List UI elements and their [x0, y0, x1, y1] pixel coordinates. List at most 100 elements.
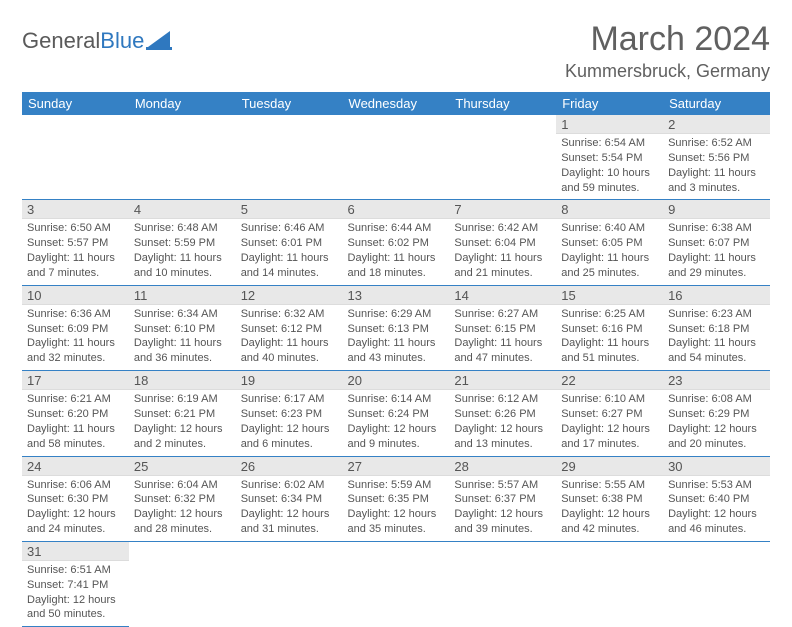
calendar-cell: 10Sunrise: 6:36 AMSunset: 6:09 PMDayligh… — [22, 285, 129, 370]
sunrise-text: Sunrise: 6:10 AM — [561, 392, 658, 407]
sunrise-text: Sunrise: 6:29 AM — [348, 307, 445, 322]
calendar-cell: 15Sunrise: 6:25 AMSunset: 6:16 PMDayligh… — [556, 285, 663, 370]
daylight-text: Daylight: 11 hours and 14 minutes. — [241, 251, 338, 281]
day-number: 6 — [343, 200, 450, 219]
sunrise-text: Sunrise: 6:51 AM — [27, 563, 124, 578]
calendar-cell — [129, 541, 236, 626]
day-number: 19 — [236, 371, 343, 390]
calendar-cell: 26Sunrise: 6:02 AMSunset: 6:34 PMDayligh… — [236, 456, 343, 541]
calendar-cell: 27Sunrise: 5:59 AMSunset: 6:35 PMDayligh… — [343, 456, 450, 541]
day-body: Sunrise: 6:36 AMSunset: 6:09 PMDaylight:… — [22, 305, 129, 370]
weekday-header: Tuesday — [236, 92, 343, 115]
calendar-cell: 3Sunrise: 6:50 AMSunset: 5:57 PMDaylight… — [22, 200, 129, 285]
sunrise-text: Sunrise: 6:46 AM — [241, 221, 338, 236]
day-body: Sunrise: 6:14 AMSunset: 6:24 PMDaylight:… — [343, 390, 450, 455]
sunrise-text: Sunrise: 6:42 AM — [454, 221, 551, 236]
calendar-cell: 24 Sunrise: 6:06 AMSunset: 6:30 PMDayligh… — [22, 456, 129, 541]
day-body: Sunrise: 6:42 AMSunset: 6:04 PMDaylight:… — [449, 219, 556, 284]
calendar-cell — [22, 115, 129, 200]
sunrise-text: Sunrise: 6:21 AM — [27, 392, 124, 407]
sunrise-text: Sunrise: 6:02 AM — [241, 478, 338, 493]
daylight-text: Daylight: 11 hours and 58 minutes. — [27, 422, 124, 452]
sunset-text: Sunset: 6:34 PM — [241, 492, 338, 507]
logo-word2: Blue — [100, 28, 144, 53]
daylight-text: Daylight: 11 hours and 51 minutes. — [561, 336, 658, 366]
day-number: 4 — [129, 200, 236, 219]
calendar-row: 10Sunrise: 6:36 AMSunset: 6:09 PMDayligh… — [22, 285, 770, 370]
calendar-cell — [129, 115, 236, 200]
daylight-text: Daylight: 11 hours and 10 minutes. — [134, 251, 231, 281]
day-body: Sunrise: 6:51 AMSunset: 7:41 PMDaylight:… — [22, 561, 129, 626]
day-body: Sunrise: 6:44 AMSunset: 6:02 PMDaylight:… — [343, 219, 450, 284]
sunset-text: Sunset: 6:23 PM — [241, 407, 338, 422]
calendar-table: SundayMondayTuesdayWednesdayThursdayFrid… — [22, 92, 770, 627]
sunrise-text: Sunrise: 6:38 AM — [668, 221, 765, 236]
sunset-text: Sunset: 6:35 PM — [348, 492, 445, 507]
weekday-header: Wednesday — [343, 92, 450, 115]
sunset-text: Sunset: 5:56 PM — [668, 151, 765, 166]
daylight-text: Daylight: 12 hours and 35 minutes. — [348, 507, 445, 537]
day-number — [236, 115, 343, 133]
weekday-header: Thursday — [449, 92, 556, 115]
calendar-cell — [556, 541, 663, 626]
day-body: Sunrise: 6:25 AMSunset: 6:16 PMDaylight:… — [556, 305, 663, 370]
weekday-header: Sunday — [22, 92, 129, 115]
day-number: 2 — [663, 115, 770, 134]
day-body — [22, 133, 129, 191]
title-block: March 2024 Kummersbruck, Germany — [565, 20, 770, 82]
day-number: 26 — [236, 457, 343, 476]
sunrise-text: Sunrise: 6:52 AM — [668, 136, 765, 151]
daylight-text: Daylight: 10 hours and 59 minutes. — [561, 166, 658, 196]
day-body: Sunrise: 6:29 AMSunset: 6:13 PMDaylight:… — [343, 305, 450, 370]
sunrise-text: Sunrise: 5:57 AM — [454, 478, 551, 493]
day-number: 18 — [129, 371, 236, 390]
calendar-body: 1Sunrise: 6:54 AMSunset: 5:54 PMDaylight… — [22, 115, 770, 627]
sunset-text: Sunset: 6:15 PM — [454, 322, 551, 337]
daylight-text: Daylight: 12 hours and 20 minutes. — [668, 422, 765, 452]
sunrise-text: Sunrise: 6:04 AM — [134, 478, 231, 493]
day-body: Sunrise: 6:40 AMSunset: 6:05 PMDaylight:… — [556, 219, 663, 284]
sunset-text: Sunset: 6:20 PM — [27, 407, 124, 422]
calendar-cell — [449, 541, 556, 626]
day-number — [343, 115, 450, 133]
daylight-text: Daylight: 12 hours and 42 minutes. — [561, 507, 658, 537]
day-body: Sunrise: 6:02 AMSunset: 6:34 PMDaylight:… — [236, 476, 343, 541]
sunset-text: Sunset: 6:10 PM — [134, 322, 231, 337]
sunrise-text: Sunrise: 6:06 AM — [27, 478, 124, 493]
daylight-text: Daylight: 12 hours and 24 minutes. — [27, 507, 124, 537]
sunset-text: Sunset: 5:57 PM — [27, 236, 124, 251]
day-number: 17 — [22, 371, 129, 390]
logo-text: GeneralBlue — [22, 28, 144, 54]
calendar-row: 24Sunrise: 6:06 AMSunset: 6:30 PMDayligh… — [22, 456, 770, 541]
day-body — [236, 133, 343, 191]
sunset-text: Sunset: 6:16 PM — [561, 322, 658, 337]
sunrise-text: Sunrise: 6:08 AM — [668, 392, 765, 407]
daylight-text: Daylight: 12 hours and 13 minutes. — [454, 422, 551, 452]
daylight-text: Daylight: 12 hours and 6 minutes. — [241, 422, 338, 452]
daylight-text: Daylight: 12 hours and 50 minutes. — [27, 593, 124, 623]
day-number: 3 — [22, 200, 129, 219]
calendar-cell: 30Sunrise: 5:53 AMSunset: 6:40 PMDayligh… — [663, 456, 770, 541]
sunrise-text: Sunrise: 6:12 AM — [454, 392, 551, 407]
sunrise-text: Sunrise: 6:48 AM — [134, 221, 231, 236]
daylight-text: Daylight: 11 hours and 29 minutes. — [668, 251, 765, 281]
day-body: Sunrise: 6:17 AMSunset: 6:23 PMDaylight:… — [236, 390, 343, 455]
daylight-text: Daylight: 11 hours and 36 minutes. — [134, 336, 231, 366]
calendar-cell: 12Sunrise: 6:32 AMSunset: 6:12 PMDayligh… — [236, 285, 343, 370]
day-body: Sunrise: 6:32 AMSunset: 6:12 PMDaylight:… — [236, 305, 343, 370]
sunset-text: Sunset: 6:30 PM — [27, 492, 124, 507]
calendar-cell — [343, 115, 450, 200]
sunset-text: Sunset: 6:29 PM — [668, 407, 765, 422]
logo: GeneralBlue — [22, 28, 172, 54]
sunrise-text: Sunrise: 5:53 AM — [668, 478, 765, 493]
day-body: Sunrise: 6:08 AMSunset: 6:29 PMDaylight:… — [663, 390, 770, 455]
sunset-text: Sunset: 6:21 PM — [134, 407, 231, 422]
calendar-cell — [236, 115, 343, 200]
calendar-row: 3Sunrise: 6:50 AMSunset: 5:57 PMDaylight… — [22, 200, 770, 285]
day-number: 31 — [22, 542, 129, 561]
sunrise-text: Sunrise: 6:44 AM — [348, 221, 445, 236]
sunset-text: Sunset: 6:38 PM — [561, 492, 658, 507]
day-body: Sunrise: 5:53 AMSunset: 6:40 PMDaylight:… — [663, 476, 770, 541]
day-number: 24 — [22, 457, 129, 476]
day-body: Sunrise: 6:23 AMSunset: 6:18 PMDaylight:… — [663, 305, 770, 370]
